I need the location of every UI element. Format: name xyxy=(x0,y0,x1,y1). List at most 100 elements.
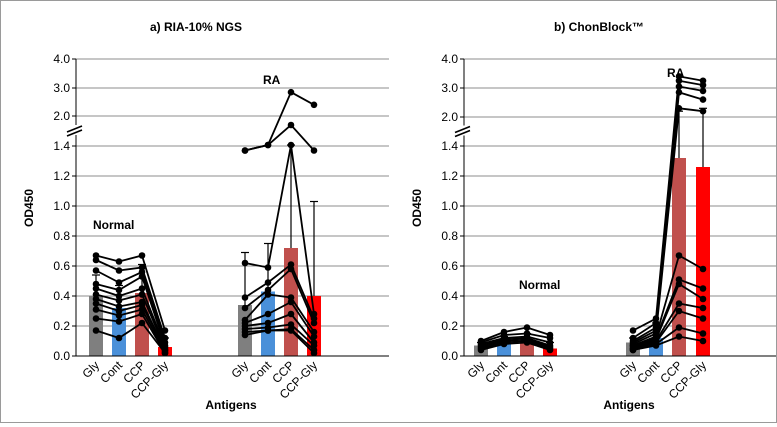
x-tick-label: Cont xyxy=(482,358,510,386)
y-axis-label: OD450 xyxy=(22,189,36,227)
sample-line xyxy=(632,282,704,348)
sample-point xyxy=(92,306,100,313)
sample-line xyxy=(244,263,315,319)
sample-point xyxy=(675,280,683,288)
sample-point xyxy=(310,147,318,154)
sample-line xyxy=(244,267,315,324)
sample-point xyxy=(287,121,295,129)
bar-ccp-gly xyxy=(696,167,710,356)
sample-point xyxy=(115,286,123,294)
sample-line xyxy=(480,340,551,350)
axis-break-mark xyxy=(66,129,83,137)
sample-line xyxy=(95,293,166,349)
sample-point xyxy=(92,267,100,274)
sample-line xyxy=(632,91,704,344)
sample-point xyxy=(675,89,683,96)
y-tick-label: 1.4 xyxy=(441,139,458,153)
chart-panel-a: a) RIA-10% NGS 0.0 0.2 0.4 0.6 0.8 1.0 1.2 1.4 2.… xyxy=(22,20,389,412)
sample-point xyxy=(699,304,707,312)
sample-point xyxy=(652,342,660,349)
sample-line xyxy=(244,323,315,347)
sample-point xyxy=(287,265,295,273)
sample-point xyxy=(115,267,123,274)
x-axis-label: Antigens xyxy=(205,398,257,412)
sample-line xyxy=(244,300,315,337)
group-label-normal: Normal xyxy=(519,278,560,292)
sample-point xyxy=(115,297,123,304)
sample-point xyxy=(675,333,683,340)
sample-point xyxy=(115,312,123,319)
y-tick-label: 0.8 xyxy=(53,229,70,243)
sample-point xyxy=(115,258,123,265)
sample-line xyxy=(632,278,704,347)
sample-line xyxy=(480,326,551,342)
sample-line xyxy=(95,302,166,351)
y-tick-label: 0.4 xyxy=(53,289,70,303)
y-tick-label: 1.0 xyxy=(441,199,458,213)
y-axis-label: OD450 xyxy=(410,189,424,227)
sample-point xyxy=(138,252,146,259)
y-tick-label: 2.0 xyxy=(441,110,458,124)
sample-line xyxy=(95,269,166,343)
y-tick-label: 4.0 xyxy=(53,52,70,66)
sample-point xyxy=(264,264,272,271)
y-tick-label: 4.0 xyxy=(441,52,458,66)
axis-break-gap xyxy=(67,125,83,135)
sample-point xyxy=(699,315,707,322)
sample-point xyxy=(264,327,272,334)
y-tick-label: 3.0 xyxy=(53,81,70,95)
sample-point xyxy=(675,77,683,85)
sample-line xyxy=(95,259,166,339)
group-label-ra: RA xyxy=(263,73,281,87)
chart-panel-b: b) ChonBlock™ 0.0 0.2 0.4 0.6 0.8 1.0 1.2 1.4 2.0… xyxy=(410,20,777,412)
sample-point xyxy=(264,310,272,318)
sample-point xyxy=(115,334,123,342)
x-tick-label: Cont xyxy=(97,358,125,386)
sample-point xyxy=(161,349,169,357)
sample-point xyxy=(92,327,100,334)
sample-point xyxy=(241,304,249,312)
sample-point xyxy=(629,346,637,354)
y-tick-label: 0.6 xyxy=(441,259,458,273)
sample-line xyxy=(480,335,551,345)
sample-point xyxy=(115,318,123,325)
y-tick-label: 0.2 xyxy=(441,319,458,333)
sample-point xyxy=(477,346,485,354)
sample-line xyxy=(632,335,704,351)
sample-point xyxy=(675,252,683,259)
chart-title: b) ChonBlock™ xyxy=(554,20,644,34)
sample-line xyxy=(95,275,166,346)
sample-point xyxy=(675,324,683,331)
sample-point xyxy=(115,279,123,286)
sample-point xyxy=(92,285,100,292)
sample-point xyxy=(699,295,707,303)
sample-point xyxy=(241,259,249,267)
sample-point xyxy=(523,339,531,346)
y-tick-label: 0.2 xyxy=(53,319,70,333)
sample-line xyxy=(95,308,166,352)
sample-point xyxy=(310,333,318,340)
sample-line xyxy=(244,123,315,152)
sample-line xyxy=(480,341,551,351)
sample-point xyxy=(92,300,100,307)
sample-point xyxy=(523,324,531,331)
sample-line xyxy=(244,90,315,152)
sample-line xyxy=(244,293,315,333)
y-tick-label: 0.0 xyxy=(441,349,458,363)
sample-point xyxy=(310,349,318,357)
sample-point xyxy=(675,105,683,112)
sample-point xyxy=(699,87,707,95)
sample-point xyxy=(138,273,146,280)
sample-point xyxy=(264,279,272,286)
sample-point xyxy=(699,337,707,345)
y-tick-label: 0.4 xyxy=(441,289,458,303)
sample-point xyxy=(287,88,295,96)
y-tick-label: 3.0 xyxy=(441,81,458,95)
y-tick-label: 1.2 xyxy=(441,169,458,183)
sample-point xyxy=(241,331,249,339)
sample-point xyxy=(264,141,272,149)
sample-point xyxy=(138,310,146,318)
group-label-normal: Normal xyxy=(93,218,134,232)
sample-line xyxy=(632,309,704,350)
